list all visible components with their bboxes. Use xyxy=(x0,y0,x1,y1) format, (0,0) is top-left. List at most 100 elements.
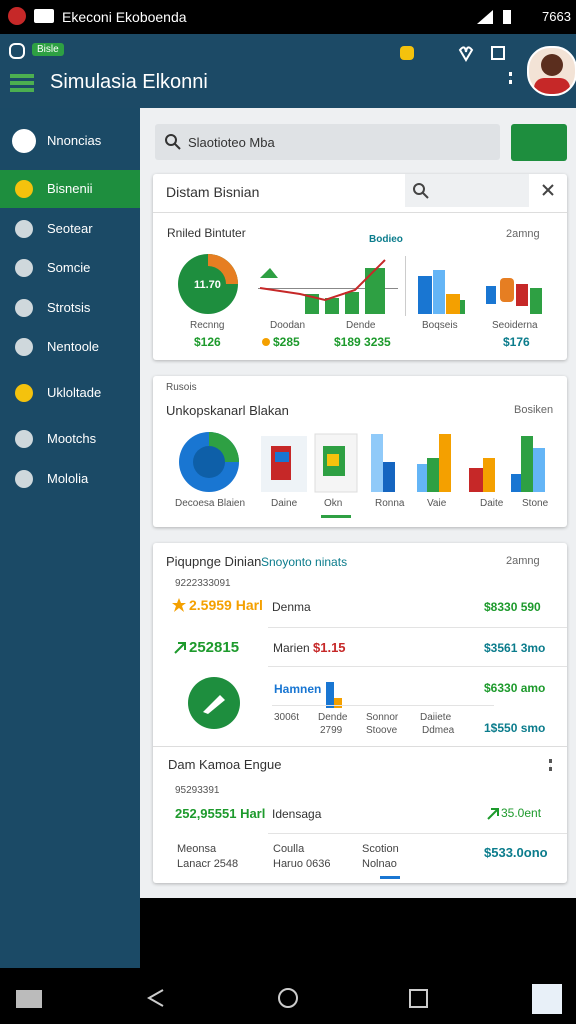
search-icon xyxy=(165,134,181,150)
card-title: Piqupnge Dinian xyxy=(166,554,262,569)
row-right: $6330 amo xyxy=(484,681,546,695)
sidebar-icon xyxy=(15,384,33,402)
avatar-head xyxy=(541,54,563,76)
chart-label: Okn xyxy=(324,498,343,509)
chart-label: Ronna xyxy=(375,498,405,509)
row-right: 1$550 smo xyxy=(484,721,546,735)
trend-icon xyxy=(174,642,186,654)
card-search[interactable] xyxy=(405,174,529,207)
sidebar-item[interactable]: Strotsis xyxy=(47,300,91,315)
header-actions[interactable] xyxy=(456,44,516,64)
row-middle-value: $1.15 xyxy=(313,640,346,655)
divider xyxy=(272,705,494,706)
page-indicator xyxy=(321,515,351,518)
trend-icon xyxy=(487,808,499,820)
menu-icon[interactable] xyxy=(10,72,38,94)
row-middle-label: Marien xyxy=(273,641,310,655)
row-label: Daiiete xyxy=(420,712,452,723)
tool-button[interactable] xyxy=(532,984,562,1014)
sidebar-item[interactable]: Bisnenii xyxy=(47,181,93,196)
value-dot xyxy=(262,338,270,346)
back-button[interactable] xyxy=(146,989,164,1007)
search-bar[interactable] xyxy=(155,124,500,160)
close-icon[interactable] xyxy=(542,184,554,196)
search-placeholder: Slaotioteo Mba xyxy=(188,135,275,150)
footer-label: Coulla xyxy=(273,843,305,855)
row-left: 2.5959 Harl xyxy=(189,597,263,613)
status-app-name: Ekeconi Ekoboenda xyxy=(62,9,187,25)
chart-label: Daine xyxy=(271,498,298,509)
divider xyxy=(268,627,567,628)
row-right: $8330 590 xyxy=(484,600,541,614)
card-illustrations xyxy=(178,254,542,316)
sidebar-icon xyxy=(15,299,33,317)
section-menu[interactable] xyxy=(549,759,554,771)
card-side-text: Bosiken xyxy=(514,404,554,416)
row-label: Dende xyxy=(318,712,348,723)
chart-label: Stone xyxy=(522,498,549,509)
chart-value: $189 3235 xyxy=(334,335,391,349)
header-dot xyxy=(9,43,25,59)
card-illustrations xyxy=(179,432,545,493)
card-caption: Rusois xyxy=(166,382,197,393)
divider xyxy=(153,746,567,747)
sidebar xyxy=(0,108,140,968)
sidebar-item[interactable]: Seotear xyxy=(47,221,93,236)
card-subtitle: Snoyonto ninats xyxy=(261,555,348,569)
sidebar-item[interactable]: Nentoole xyxy=(47,339,100,354)
card-search-icon xyxy=(413,183,429,199)
chart-value: $176 xyxy=(503,335,530,349)
overflow-menu[interactable] xyxy=(509,72,515,84)
nav-logo xyxy=(16,990,42,1008)
sidebar-icon xyxy=(15,338,33,356)
sidebar-item[interactable]: Nnoncias xyxy=(47,133,102,148)
star-row: 2.5959 Harl xyxy=(173,597,263,613)
avatar[interactable] xyxy=(527,46,576,96)
search-button[interactable] xyxy=(511,124,567,161)
row-middle: Denma xyxy=(272,600,311,614)
chart-label: Seoiderna xyxy=(492,320,538,331)
chart-label: Boqseis xyxy=(422,320,458,331)
sidebar-item[interactable]: Mootchs xyxy=(47,431,97,446)
footer-label: Meonsa xyxy=(177,843,217,855)
coin-icon xyxy=(400,46,414,60)
row-middle: Hamnen xyxy=(274,682,322,696)
chart-value: $126 xyxy=(194,335,221,349)
sidebar-item[interactable]: Ukloltade xyxy=(47,385,102,400)
chart-label: Doodan xyxy=(270,320,306,331)
app-header xyxy=(0,34,576,108)
sidebar-icon xyxy=(15,430,33,448)
navigation-bar xyxy=(0,968,576,1024)
footer-value: $533.0ono xyxy=(484,845,548,860)
row-left: 252815 xyxy=(189,639,240,656)
footer-sublabel: Lanacr 2548 xyxy=(177,858,239,870)
row-label: 3006t xyxy=(274,712,300,723)
chart-label: Recnng xyxy=(190,320,225,331)
sidebar-icon xyxy=(15,180,33,198)
sidebar-item[interactable]: Mololia xyxy=(47,471,89,486)
feature-glyph xyxy=(203,695,225,714)
chart-label: Dende xyxy=(346,320,376,331)
status-time: 7663 xyxy=(542,9,571,24)
recents-button[interactable] xyxy=(409,989,428,1008)
home-button[interactable] xyxy=(278,988,298,1008)
section-title: Rniled Bintuter xyxy=(167,226,246,240)
divider xyxy=(153,212,567,213)
sidebar-icon xyxy=(15,470,33,488)
row-sublabel: Stoove xyxy=(366,725,398,736)
status-bar xyxy=(0,0,576,34)
card-title: Unkopskanarl Blakan xyxy=(166,403,289,418)
section-link[interactable]: Bodieo xyxy=(369,234,403,245)
chart-label: Daite xyxy=(480,498,504,509)
chart-label: Vaie xyxy=(427,498,447,509)
row-sublabel: Ddmea xyxy=(422,725,455,736)
status-icons xyxy=(477,10,511,24)
sidebar-icon xyxy=(15,220,33,238)
avatar-body xyxy=(534,78,570,94)
notification-icon xyxy=(34,9,54,23)
divider xyxy=(268,833,567,834)
card-menu[interactable]: 2amng xyxy=(506,555,540,567)
card-menu[interactable]: 2amng xyxy=(506,228,540,240)
sidebar-item[interactable]: Somcie xyxy=(47,260,91,275)
